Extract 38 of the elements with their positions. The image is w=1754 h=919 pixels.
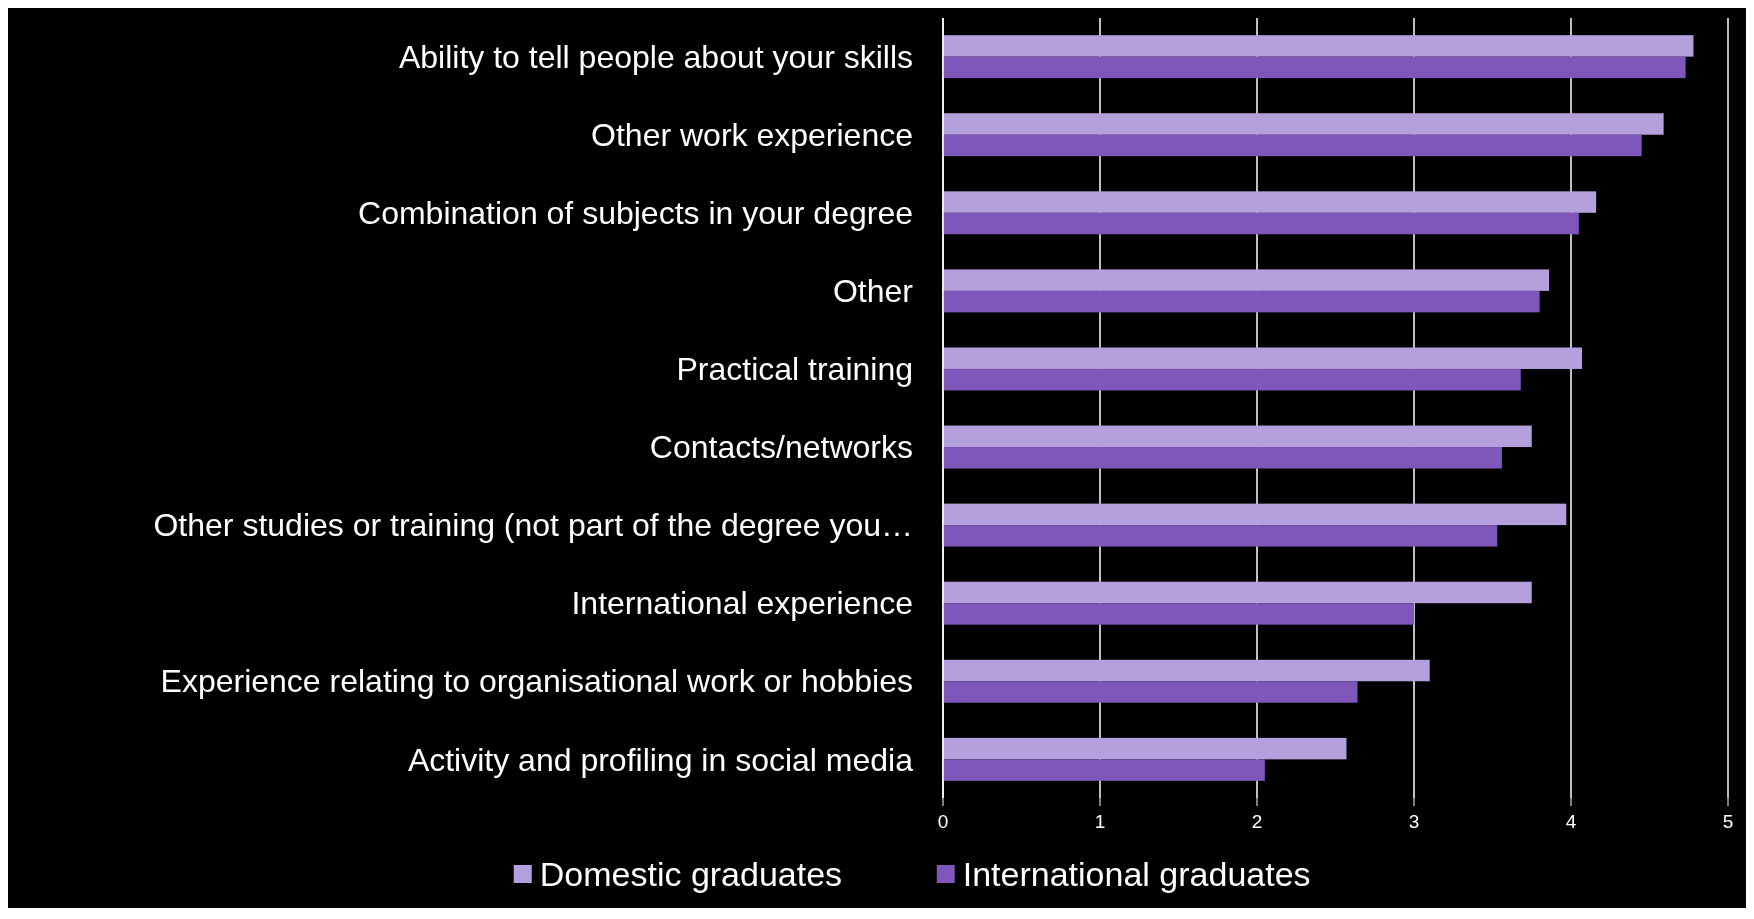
bar bbox=[943, 35, 1694, 57]
bar bbox=[943, 113, 1664, 135]
x-tick-label: 0 bbox=[937, 811, 949, 832]
bar bbox=[943, 134, 1642, 157]
bar bbox=[943, 581, 1532, 604]
y-tick-label: Ability to tell people about your skills bbox=[398, 38, 913, 75]
bar bbox=[943, 347, 1582, 369]
bar bbox=[943, 681, 1358, 703]
y-tick-label: Combination of subjects in your degree bbox=[358, 195, 913, 231]
y-tick-label: Other studies or training (not part of the degree you… bbox=[153, 507, 913, 544]
y-tick-label: Other bbox=[832, 273, 914, 310]
legend-label: International graduates bbox=[962, 854, 1311, 893]
bar bbox=[943, 525, 1498, 547]
y-tick-label: Activity and profiling in social media bbox=[407, 741, 914, 778]
x-tick-label: 5 bbox=[1722, 811, 1734, 832]
bar bbox=[943, 603, 1414, 625]
bar bbox=[943, 368, 1521, 391]
y-tick-label: Contacts/networks bbox=[649, 429, 913, 466]
bar bbox=[943, 759, 1265, 781]
y-tick-label: International experience bbox=[571, 585, 913, 622]
bar bbox=[943, 737, 1347, 760]
bar bbox=[943, 56, 1686, 79]
bar bbox=[943, 269, 1550, 291]
y-tick-label: Experience relating to organisational work or hobbies bbox=[160, 663, 913, 700]
bar bbox=[943, 503, 1567, 526]
y-tick-label: Other work experience bbox=[591, 116, 913, 153]
bar bbox=[943, 191, 1597, 213]
bar bbox=[943, 425, 1532, 448]
bar bbox=[943, 212, 1579, 235]
y-tick-label: Practical training bbox=[676, 351, 913, 388]
x-tick-label: 3 bbox=[1408, 811, 1420, 832]
x-tick-label: 4 bbox=[1565, 811, 1577, 832]
bar bbox=[943, 659, 1430, 682]
x-tick-label: 2 bbox=[1251, 811, 1263, 832]
x-tick-label: 1 bbox=[1094, 811, 1106, 832]
bar bbox=[943, 290, 1540, 313]
legend-label: Domestic graduates bbox=[539, 854, 843, 893]
bar bbox=[943, 447, 1502, 469]
